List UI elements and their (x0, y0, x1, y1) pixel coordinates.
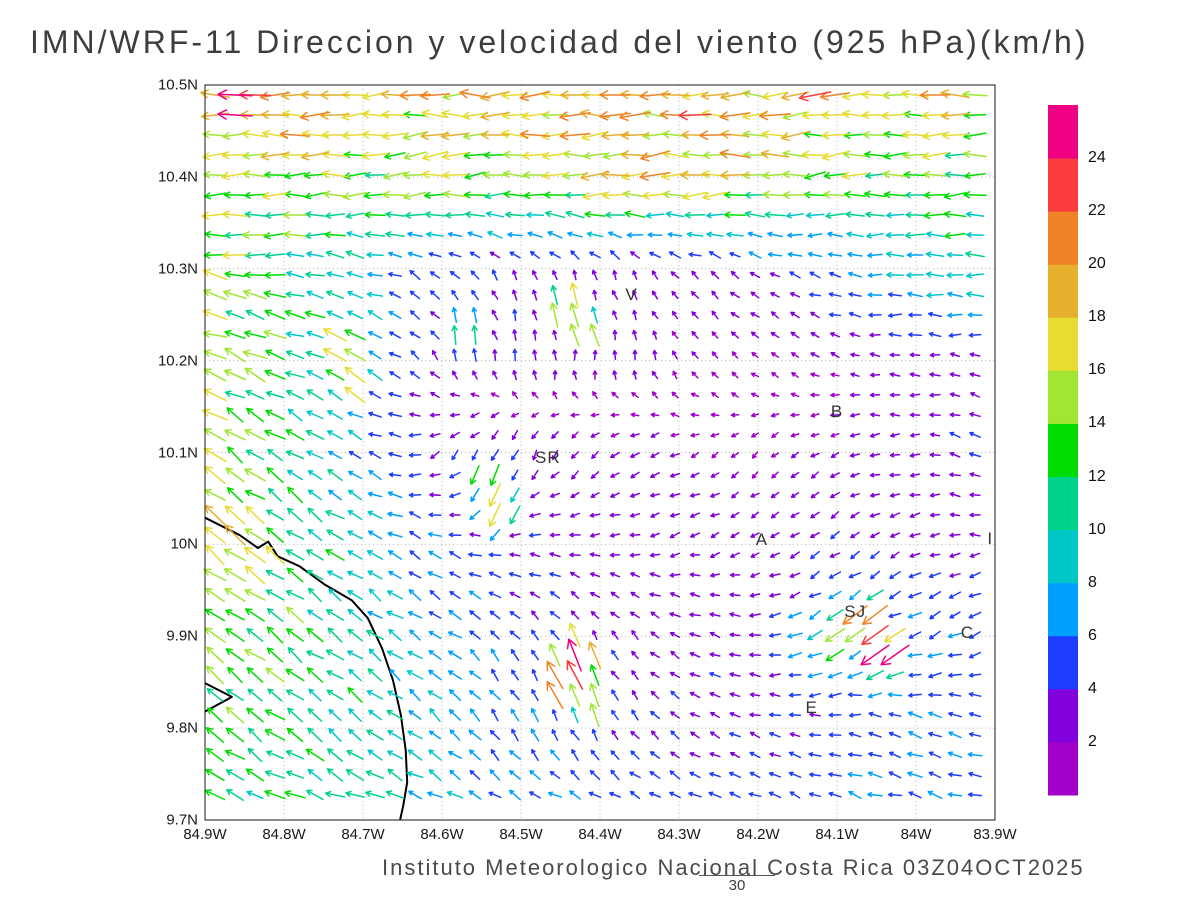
x-axis-tick: 84W (900, 826, 932, 843)
colorbar-tick-label: 4 (1088, 679, 1097, 697)
colorbar-tick-label: 6 (1088, 626, 1097, 644)
coastline (204, 516, 409, 821)
wind-arrow-group (238, 89, 889, 690)
chart-title: IMN/WRF-11 Direccion y velocidad del vie… (30, 24, 1089, 60)
colorbar-segment (1048, 741, 1078, 796)
colorbar-tick-label: 14 (1088, 414, 1106, 432)
wind-arrow-group (217, 89, 910, 672)
colorbar (1048, 105, 1078, 796)
colorbar-tick-label: 16 (1088, 361, 1106, 379)
y-axis-tick: 10.1N (157, 444, 198, 461)
city-label: A (755, 529, 769, 549)
wind-arrow-group (246, 211, 985, 800)
plot-frame (204, 84, 996, 821)
colorbar-segment (1048, 476, 1078, 531)
y-axis-tick: 9.8N (166, 719, 198, 737)
colorbar-segment (1048, 158, 1078, 212)
colorbar-tick-label: 10 (1088, 520, 1106, 538)
colorbar-tick-label: 22 (1088, 202, 1106, 220)
wind-arrow-group (202, 89, 988, 728)
x-axis-tick: 84.7W (341, 826, 385, 843)
city-label: B (830, 402, 844, 422)
colorbar-segment (1048, 105, 1078, 159)
wind-arrows-layer (200, 88, 988, 802)
wind-arrow-group (348, 250, 983, 800)
wind-arrow-group (206, 152, 985, 802)
x-axis-tick: 84.5W (499, 826, 543, 843)
colorbar-tick-label: 18 (1088, 308, 1106, 326)
colorbar-segment (1048, 211, 1078, 265)
colorbar-tick-label: 20 (1088, 255, 1106, 273)
y-axis-tick: 10.5N (157, 76, 198, 94)
wind-arrow-group (201, 89, 969, 648)
city-label: I (987, 528, 994, 548)
city-label: SR (535, 448, 561, 467)
colorbar-segment (1048, 582, 1078, 637)
frame-number: 30 (728, 877, 746, 894)
colorbar-segment (1048, 317, 1078, 371)
wind-arrow-group (470, 331, 840, 479)
wind-arrow-group (409, 251, 981, 759)
y-axis-tick: 10.4N (157, 168, 198, 186)
x-axis-tick: 84.8W (262, 826, 306, 843)
y-axis-tick: 10.3N (157, 260, 198, 278)
x-axis-tick: 84.9W (183, 826, 227, 843)
colorbar-segment (1048, 264, 1078, 318)
y-axis-tick: 9.9N (166, 627, 198, 645)
y-axis-tick: 10.2N (157, 352, 198, 370)
city-label: E (805, 697, 818, 717)
colorbar-tick-label: 24 (1088, 149, 1106, 167)
colorbar-segment (1048, 529, 1078, 584)
x-axis-tick: 84.2W (736, 826, 780, 843)
x-axis-tick: 84.6W (420, 826, 464, 843)
x-axis-tick: 84.4W (578, 826, 622, 843)
city-label: V (625, 285, 638, 305)
colorbar-segment (1048, 635, 1078, 690)
y-axis-tick: 10N (170, 535, 198, 553)
colorbar-segment (1048, 688, 1078, 743)
wind-arrow-group (203, 110, 987, 801)
colorbar-tick-label: 2 (1088, 732, 1097, 750)
x-axis-tick: 83.9W (973, 826, 1017, 843)
city-label: SJ (844, 602, 867, 622)
frame-number-rule (699, 875, 775, 876)
city-label: C (960, 622, 974, 642)
colorbar-segment (1048, 370, 1078, 424)
y-axis-tick: 9.7N (166, 811, 198, 829)
x-axis-tick: 84.1W (815, 826, 859, 843)
footer-caption: Instituto Meteorologico Nacional Costa R… (382, 855, 1085, 880)
colorbar-segment (1048, 423, 1078, 478)
x-axis-tick: 84.3W (657, 826, 701, 843)
wind-arrow-group (328, 230, 983, 801)
colorbar-tick-label: 8 (1088, 573, 1097, 591)
colorbar-tick-label: 12 (1088, 467, 1106, 485)
wind-arrow-group (259, 88, 951, 710)
